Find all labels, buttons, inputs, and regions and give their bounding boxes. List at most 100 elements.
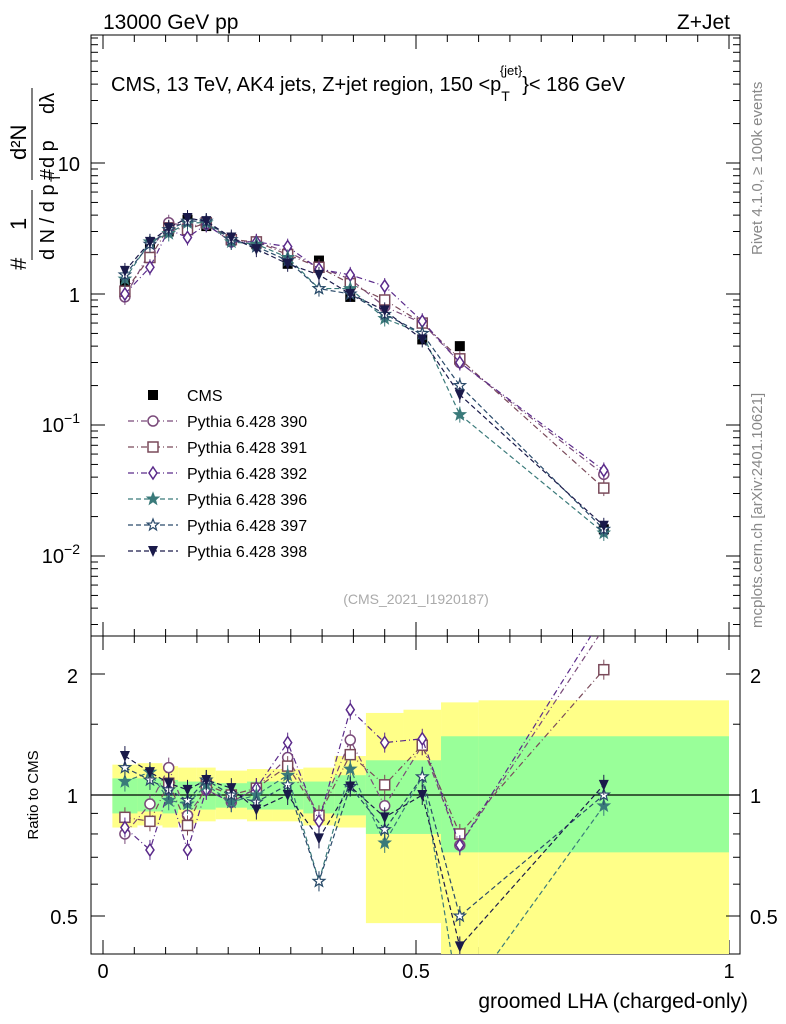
ratio-point — [145, 842, 155, 858]
ratio-point — [378, 779, 391, 791]
ratio-point — [344, 748, 357, 761]
header-energy: 13000 GeV pp — [103, 11, 238, 34]
svg-text:1: 1 — [6, 218, 31, 230]
ratio-ytick-0.5: 0.5 — [50, 907, 78, 929]
ratio-series-group — [117, 636, 612, 954]
data-point — [226, 232, 237, 244]
legend-marker — [145, 491, 161, 506]
series-line — [124, 222, 605, 534]
legend-label: CMS — [187, 388, 223, 405]
ratio-point — [182, 784, 193, 796]
ratio-point — [144, 767, 155, 779]
svg-text:T: T — [47, 173, 63, 182]
main-y-axis-label: # 1 d N / d p T d²N # d p dλ — [6, 88, 63, 270]
ratio-ytick-2: 2 — [67, 666, 78, 688]
ratio-point — [379, 812, 390, 824]
ratio-point — [345, 781, 356, 793]
ratio-point — [181, 819, 194, 832]
ratio-point — [345, 702, 356, 718]
data-point — [282, 258, 293, 270]
ratio-point — [163, 778, 174, 790]
data-point — [452, 406, 468, 421]
data-point — [598, 463, 609, 478]
ratio-point — [282, 790, 293, 801]
ratio-point — [120, 820, 130, 835]
data-point — [163, 222, 174, 234]
data-point — [120, 286, 130, 302]
series-line — [124, 220, 605, 530]
data-point — [182, 230, 193, 245]
series-line — [124, 223, 605, 471]
data-point — [598, 482, 610, 494]
ratio-point — [182, 842, 193, 858]
svg-text:d p: d p — [37, 140, 59, 168]
ytick-10: 10 — [58, 154, 80, 176]
ratio-point — [226, 783, 237, 795]
data-point — [144, 236, 155, 248]
data-point — [313, 269, 324, 281]
main-series-group — [117, 210, 612, 541]
ratio-point — [417, 790, 428, 801]
ratio-ytick-right-0.5: 0.5 — [750, 907, 778, 929]
ratio-series — [119, 746, 609, 954]
svg-text:#: # — [6, 257, 31, 270]
data-point — [454, 355, 465, 370]
ratio-ytick-right-1: 1 — [750, 786, 761, 808]
data-point — [417, 334, 428, 346]
series-line — [124, 222, 605, 475]
data-point — [598, 520, 609, 532]
data-point — [145, 259, 155, 275]
ratio-point — [314, 813, 324, 829]
data-point — [201, 216, 212, 228]
legend-label: Pythia 6.428 397 — [187, 518, 307, 535]
ratio-point — [344, 734, 357, 746]
ratio-point — [251, 804, 262, 816]
ratio-line — [124, 669, 605, 836]
ratio-y-label: Ratio to CMS — [25, 750, 42, 839]
x-axis-label: groomed LHA (charged-only) — [478, 990, 748, 1013]
data-point — [251, 244, 262, 256]
ratio-point — [454, 941, 465, 953]
legend-marker — [148, 465, 158, 481]
data-point — [454, 389, 465, 401]
ratio-ytick-1: 1 — [67, 786, 78, 808]
data-point — [182, 213, 193, 225]
svg-text:dλ: dλ — [37, 93, 59, 114]
ratio-point — [342, 761, 358, 776]
ratio-point — [117, 773, 133, 788]
data-point — [454, 341, 465, 352]
header-process: Z+Jet — [677, 11, 730, 34]
ratio-point — [417, 731, 428, 747]
ratio-point — [144, 815, 156, 828]
legend-label: Pythia 6.428 392 — [187, 466, 307, 483]
ratio-point — [379, 735, 390, 750]
ratio-line — [124, 767, 605, 954]
mcplots-credit: mcplots.cern.ch [arXiv:2401.10621] — [749, 393, 766, 628]
ratio-bands — [91, 700, 740, 954]
main-title: CMS, 13 TeV, AK4 jets, Z+jet region, 150… — [111, 63, 626, 104]
ratio-point — [598, 779, 609, 791]
ratio-point — [201, 774, 212, 786]
legend-marker — [148, 390, 158, 400]
svg-text:d²N: d²N — [6, 125, 31, 160]
ratio-point — [377, 821, 393, 836]
legend-label: Pythia 6.428 398 — [187, 544, 307, 561]
xtick-0: 0 — [97, 961, 108, 983]
data-point — [345, 289, 356, 300]
ratio-point — [454, 837, 465, 853]
legend-label: Pythia 6.428 390 — [187, 414, 307, 431]
xtick-1: 1 — [723, 961, 734, 983]
data-point — [119, 265, 130, 277]
ratio-point — [313, 833, 324, 845]
legend-label: Pythia 6.428 391 — [187, 440, 307, 457]
ratio-point — [282, 735, 293, 750]
ratio-ytick-right-2: 2 — [750, 666, 761, 688]
ratio-point — [311, 873, 327, 888]
svg-text:#: # — [37, 168, 59, 180]
ratio-point — [452, 908, 468, 923]
analysis-watermark: (CMS_2021_I1920187) — [343, 591, 489, 607]
ratio-point — [596, 798, 612, 813]
data-point — [379, 305, 390, 317]
ratio-point — [162, 761, 175, 774]
